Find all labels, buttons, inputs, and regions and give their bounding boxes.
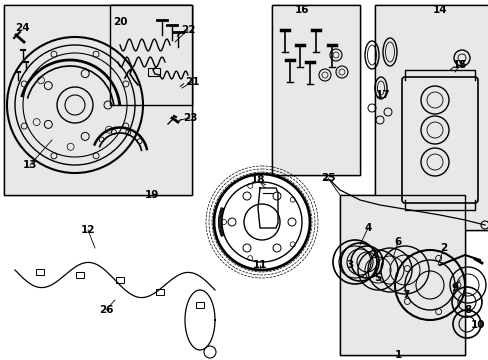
Text: 9: 9 [450, 283, 458, 293]
Bar [374, 5, 488, 230]
Text: 10: 10 [470, 320, 484, 330]
Text: 13: 13 [23, 160, 37, 170]
Bar [374, 5, 488, 230]
Text: 16: 16 [294, 5, 308, 15]
Bar [4, 5, 192, 195]
Text: 21: 21 [184, 77, 199, 87]
Text: 15: 15 [452, 60, 467, 70]
Text: 5: 5 [374, 273, 381, 283]
Bar [271, 5, 359, 175]
Text: 3: 3 [346, 260, 353, 270]
Text: 2: 2 [440, 243, 447, 253]
Bar [4, 5, 192, 195]
Bar [271, 5, 359, 175]
Text: 11: 11 [252, 260, 267, 270]
Bar [110, 5, 192, 105]
Text: 8: 8 [464, 305, 470, 315]
Bar [148, 68, 160, 76]
Bar [156, 289, 163, 295]
Bar [339, 195, 464, 355]
Text: 26: 26 [99, 305, 113, 315]
Text: 20: 20 [113, 17, 127, 27]
Text: 14: 14 [432, 5, 447, 15]
Bar [76, 272, 84, 278]
Text: 6: 6 [393, 237, 401, 247]
Text: 17: 17 [375, 90, 389, 100]
Bar [196, 302, 203, 308]
Text: 4: 4 [364, 223, 371, 233]
Text: 25: 25 [320, 173, 335, 183]
Text: 22: 22 [181, 25, 195, 35]
Bar [110, 5, 192, 105]
Bar [116, 277, 124, 283]
Text: 7: 7 [402, 290, 409, 300]
Text: 24: 24 [15, 23, 29, 33]
Text: 19: 19 [144, 190, 159, 200]
Text: 18: 18 [250, 175, 264, 185]
Bar [339, 195, 464, 355]
Text: 12: 12 [81, 225, 95, 235]
Bar [36, 269, 44, 275]
Text: 23: 23 [183, 113, 197, 123]
Text: 1: 1 [393, 350, 401, 360]
